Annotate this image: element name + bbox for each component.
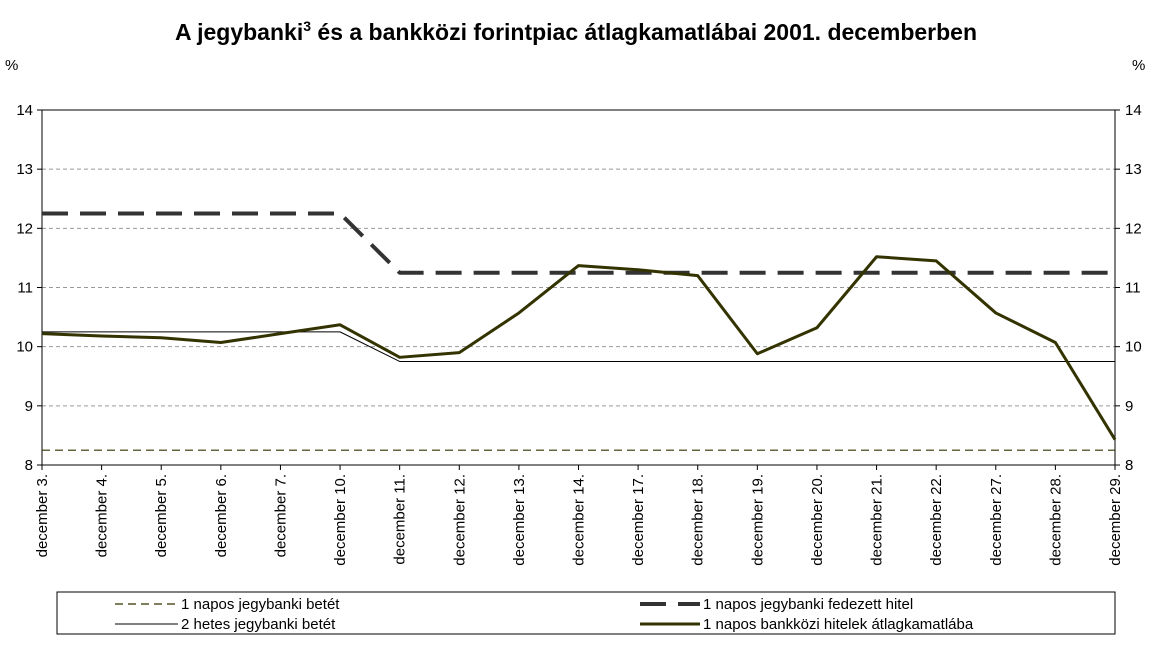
x-tick-label: december 27.: [988, 474, 1005, 566]
x-tick-label: december 18.: [690, 474, 707, 566]
x-tick-label: december 20.: [809, 474, 826, 566]
x-tick-label: december 6.: [213, 474, 230, 557]
title-part: és a bankközi forintpiac átlagkamatlábai…: [311, 19, 977, 45]
y2-tick-label: 11: [1125, 280, 1141, 297]
y-tick-label: 13: [16, 161, 33, 178]
series-line: [42, 331, 1115, 362]
y2-tick-label: 9: [1125, 398, 1133, 415]
series-line: [41, 255, 1117, 441]
y-tick-label: 11: [17, 280, 33, 297]
x-tick-label: december 13.: [511, 474, 528, 566]
legend-box: [56, 591, 1116, 635]
x-tick-label: december 21.: [869, 474, 886, 566]
title-part: A jegybanki: [175, 19, 303, 45]
y-tick-label: 10: [16, 339, 33, 356]
x-tick-label: december 3.: [34, 474, 51, 557]
x-tick-label: december 28.: [1047, 474, 1064, 566]
y-axis-label: %: [5, 57, 18, 74]
y2-tick-label: 14: [1125, 102, 1142, 119]
y-tick-label: 8: [25, 457, 33, 474]
x-tick-label: december 5.: [153, 474, 170, 557]
x-tick-label: december 22.: [928, 474, 945, 566]
chart-title: A jegybanki3 és a bankközi forintpiac át…: [175, 18, 977, 45]
y2-tick-label: 10: [1125, 339, 1142, 356]
y-tick-label: 12: [16, 220, 33, 237]
x-tick-label: december 19.: [749, 474, 766, 566]
x-tick-label: december 12.: [451, 474, 468, 566]
y2-axis-label: %: [1132, 57, 1145, 74]
title-superscript: 3: [303, 18, 311, 34]
legend-label: 1 napos bankközi hitelek átlagkamatlába: [703, 616, 974, 633]
x-tick-label: december 7.: [272, 474, 289, 557]
x-tick-label: december 14.: [571, 474, 588, 566]
x-tick-label: december 10.: [332, 474, 349, 566]
y2-tick-label: 12: [1125, 220, 1142, 237]
x-tick-label: december 29.: [1107, 474, 1124, 566]
legend-label: 1 napos jegybanki betét: [181, 596, 340, 613]
x-tick-label: december 11.: [392, 474, 409, 565]
y2-tick-label: 8: [1125, 457, 1133, 474]
x-tick-label: december 4.: [94, 474, 111, 557]
x-tick-label: december 17.: [630, 474, 647, 566]
y-tick-label: 14: [16, 102, 33, 119]
legend-label: 2 hetes jegybanki betét: [181, 616, 336, 633]
y-tick-label: 9: [25, 398, 33, 415]
y2-tick-label: 13: [1125, 161, 1142, 178]
legend-label: 1 napos jegybanki fedezett hitel: [703, 596, 913, 613]
series-line: [42, 211, 1115, 275]
